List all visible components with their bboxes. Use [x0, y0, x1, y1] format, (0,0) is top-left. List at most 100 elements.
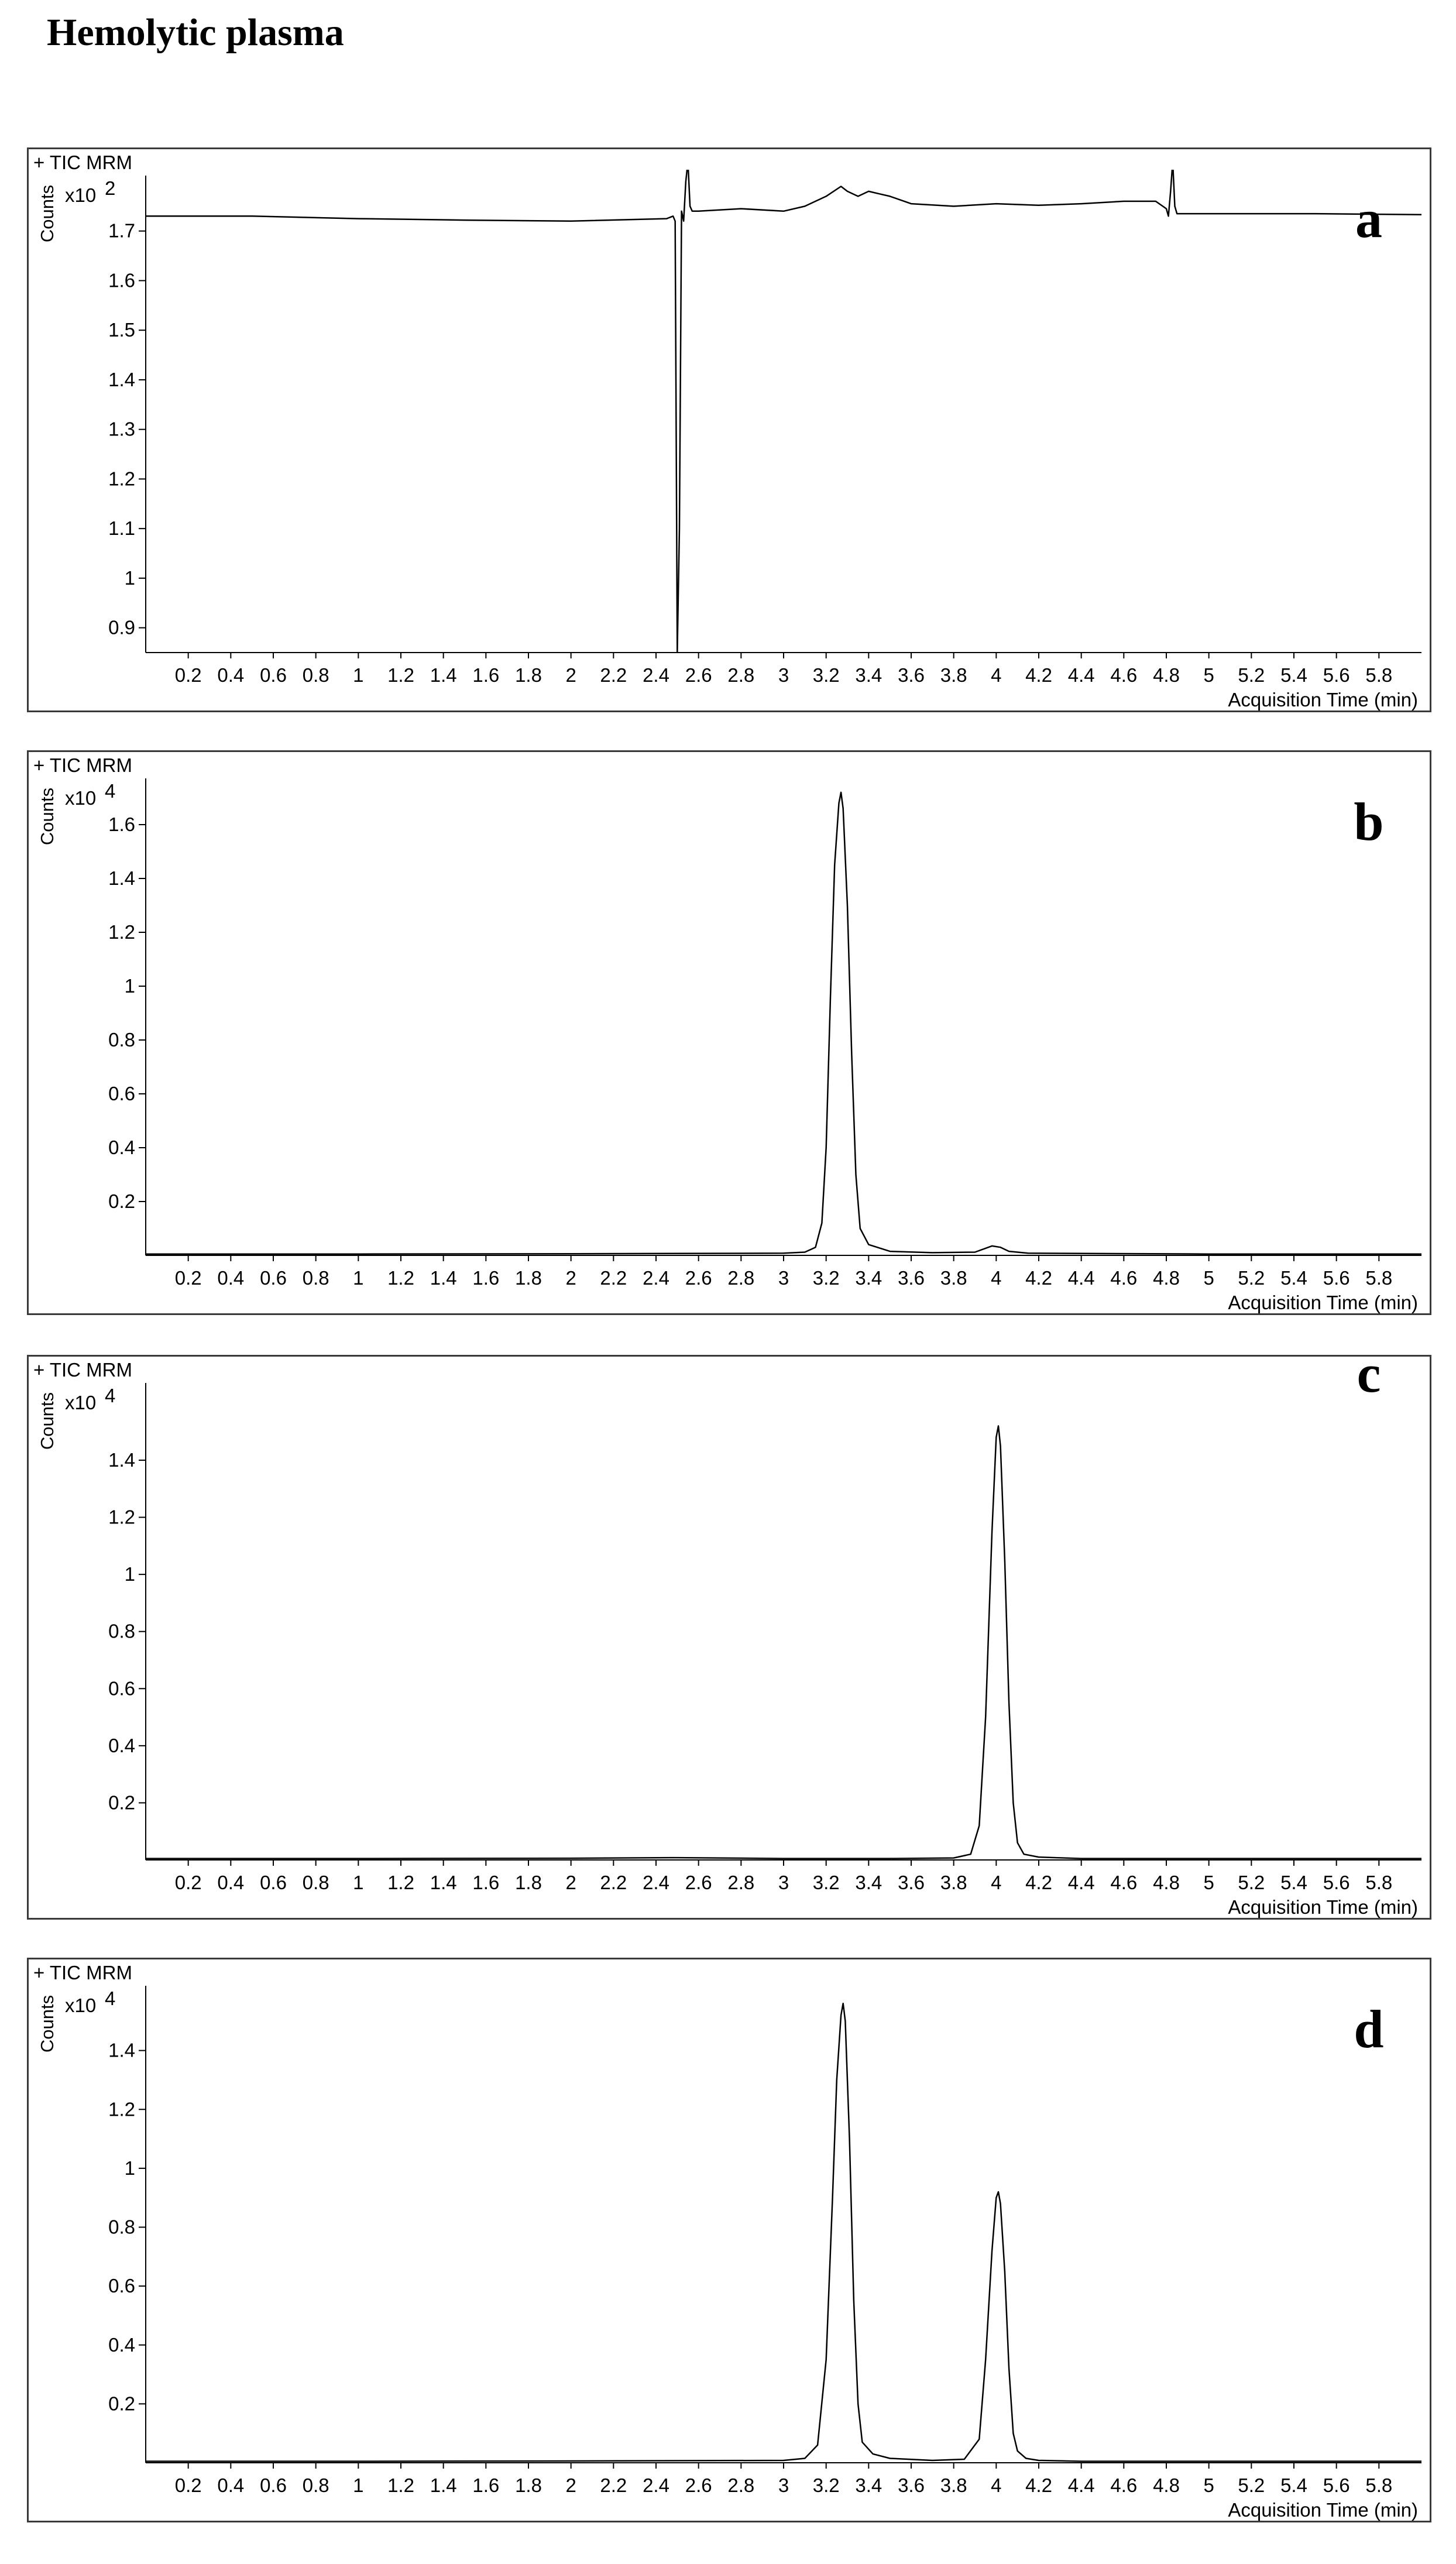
x-tick-label: 1.2: [387, 1872, 414, 1893]
x-tick-label: 2.4: [643, 1872, 669, 1893]
chart-panel-c: + TIC MRM Counts x10 4 0.2 0.4 0.6 0.8 1 1.2 1.4 0.…: [27, 1355, 1431, 1920]
y-tick-label: 0.2: [108, 1190, 135, 1212]
x-tick-label: 0.2: [175, 2474, 202, 2496]
y-tick-label: 1.2: [108, 2098, 135, 2120]
chart-title: + TIC MRM: [33, 152, 132, 173]
x-tick-label: 1.8: [515, 664, 542, 686]
y-tick-label: 1.5: [108, 319, 135, 341]
chart-svg: + TIC MRM Counts x10 4 0.2 0.4 0.6 0.8 1 1.2 1.4 1.…: [33, 754, 1421, 1313]
x-tick-label: 3.6: [898, 1267, 925, 1289]
x-tick-label: 5.4: [1280, 664, 1307, 686]
x-tick-label: 4.4: [1068, 2474, 1095, 2496]
x-tick-label: 5.8: [1365, 1267, 1392, 1289]
y-tick-label: 0.2: [108, 1791, 135, 1813]
x-tick-label: 3: [778, 1872, 789, 1893]
x-tick-label: 2: [565, 1267, 576, 1289]
x-tick-label: 5.6: [1323, 664, 1350, 686]
x-tick-label: 4.2: [1025, 1267, 1052, 1289]
chart-svg: + TIC MRM Counts x10 4 0.2 0.4 0.6 0.8 1 1.2 1.4 0.…: [33, 1357, 1421, 1918]
x-tick-label: 5.8: [1365, 664, 1392, 686]
x-tick-label: 5.8: [1365, 2474, 1392, 2496]
y-tick-label: 1.2: [108, 1506, 135, 1528]
y-tick-label: 0.8: [108, 1621, 135, 1642]
x-tick-label: 1.6: [472, 1872, 499, 1893]
x-tick-label: 4.4: [1068, 1267, 1095, 1289]
y-tick-label: 0.4: [108, 1735, 135, 1756]
y-multiplier: x10: [65, 1995, 96, 2016]
x-tick-label: 3.6: [898, 664, 925, 686]
x-axis-label: Acquisition Time (min): [1228, 2499, 1418, 2521]
x-tick-label: 1: [353, 1267, 363, 1289]
panel-letter: d: [1354, 1999, 1383, 2059]
y-tick-label: 0.8: [108, 1029, 135, 1051]
x-tick-label: 5.4: [1280, 1267, 1307, 1289]
x-tick-label: 3.8: [940, 1872, 967, 1893]
x-tick-label: 2.6: [685, 1872, 712, 1893]
x-axis-label: Acquisition Time (min): [1228, 1292, 1418, 1313]
y-tick-label: 1: [125, 1563, 135, 1585]
x-tick-label: 1.6: [472, 2474, 499, 2496]
x-tick-label: 0.8: [303, 664, 329, 686]
x-tick-label: 0.6: [260, 1872, 287, 1893]
x-tick-label: 3: [778, 1267, 789, 1289]
x-tick-label: 2.2: [600, 2474, 627, 2496]
y-tick-label: 0.6: [108, 1083, 135, 1104]
x-tick-label: 5.6: [1323, 1267, 1350, 1289]
series-line: [146, 1425, 1421, 1859]
chart-panel-b: + TIC MRM Counts x10 4 0.2 0.4 0.6 0.8 1 1.2 1.4 1.…: [27, 750, 1431, 1315]
x-tick-label: 5.2: [1238, 1872, 1265, 1893]
y-tick-label: 0.6: [108, 1677, 135, 1699]
x-tick-label: 2.8: [727, 2474, 754, 2496]
x-tick-label: 2.8: [727, 1872, 754, 1893]
y-tick-label: 1: [125, 567, 135, 589]
x-tick-label: 1.6: [472, 1267, 499, 1289]
x-tick-label: 2.4: [643, 2474, 669, 2496]
x-tick-label: 2: [565, 664, 576, 686]
y-tick-label: 1.4: [108, 369, 135, 390]
x-tick-label: 5.6: [1323, 1872, 1350, 1893]
x-tick-label: 2.8: [727, 664, 754, 686]
x-tick-label: 0.2: [175, 1267, 202, 1289]
x-tick-label: 2: [565, 2474, 576, 2496]
x-tick-label: 3.4: [855, 664, 882, 686]
x-tick-label: 1.4: [430, 1267, 457, 1289]
chart-panel-d: + TIC MRM Counts x10 4 0.2 0.4 0.6 0.8 1 1.2 1.4 0.…: [27, 1958, 1431, 2522]
y-tick-label: 1.2: [108, 468, 135, 489]
y-multiplier: x10: [65, 787, 96, 809]
x-tick-label: 3: [778, 2474, 789, 2496]
x-tick-label: 4.2: [1025, 664, 1052, 686]
x-tick-label: 3.2: [813, 1267, 840, 1289]
x-tick-label: 1.8: [515, 1267, 542, 1289]
y-tick-label: 1.6: [108, 269, 135, 291]
x-tick-label: 1.4: [430, 664, 457, 686]
x-tick-label: 5.4: [1280, 2474, 1307, 2496]
x-tick-label: 1.4: [430, 2474, 457, 2496]
x-tick-label: 5: [1203, 1872, 1214, 1893]
x-tick-label: 0.6: [260, 664, 287, 686]
y-axis-label: Counts: [37, 1995, 57, 2052]
x-tick-label: 3: [778, 664, 789, 686]
x-tick-label: 0.4: [217, 664, 244, 686]
x-tick-label: 4: [991, 1267, 1001, 1289]
y-exponent: 2: [105, 177, 115, 199]
y-tick-label: 1.3: [108, 418, 135, 440]
x-tick-label: 0.6: [260, 1267, 287, 1289]
y-tick-label: 0.8: [108, 2216, 135, 2238]
x-tick-label: 2: [565, 1872, 576, 1893]
y-tick-label: 1.6: [108, 814, 135, 835]
x-axis-label: Acquisition Time (min): [1228, 1896, 1418, 1918]
chart-title: + TIC MRM: [33, 1359, 132, 1381]
x-tick-label: 1.2: [387, 1267, 414, 1289]
x-tick-label: 2.6: [685, 2474, 712, 2496]
y-tick-label: 0.9: [108, 617, 135, 639]
y-tick-label: 1: [125, 2157, 135, 2179]
x-axis-label: Acquisition Time (min): [1228, 689, 1418, 710]
x-tick-label: 2.4: [643, 664, 669, 686]
x-tick-label: 4.2: [1025, 2474, 1052, 2496]
x-tick-label: 2.2: [600, 1267, 627, 1289]
x-tick-label: 3.4: [855, 1872, 882, 1893]
x-tick-label: 2.6: [685, 664, 712, 686]
x-tick-label: 2.6: [685, 1267, 712, 1289]
x-tick-label: 1.8: [515, 2474, 542, 2496]
y-tick-label: 1.7: [108, 220, 135, 242]
